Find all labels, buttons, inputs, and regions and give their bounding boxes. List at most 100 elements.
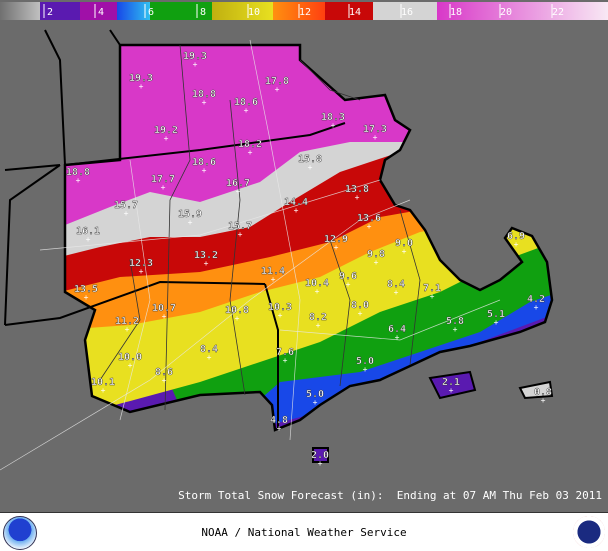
- snow-total-label: 8.4: [387, 279, 405, 290]
- snow-total-label: 8.0: [351, 300, 369, 311]
- snow-total-label: 18.8: [66, 167, 90, 178]
- legend-tick-label: 18: [450, 7, 462, 18]
- station-marker: +: [161, 183, 166, 192]
- color-legend-bar: 2 4 6 8 10 12 14 16 18 20 22: [0, 2, 608, 20]
- highway: [279, 299, 501, 341]
- highway: [0, 199, 411, 471]
- legend-swatch: [117, 2, 150, 20]
- snow-total-label: 13.6: [357, 213, 381, 224]
- station-marker: +: [313, 398, 318, 407]
- snow-total-label: 16.7: [226, 178, 250, 189]
- state-border: [4, 280, 266, 326]
- station-marker: +: [318, 459, 323, 468]
- snow-total-label: 5.0: [356, 356, 374, 367]
- state-border: [4, 164, 61, 326]
- snow-total-label: 7.6: [276, 347, 294, 358]
- snow-total-label: 8.6: [155, 367, 173, 378]
- station-marker: +: [202, 166, 207, 175]
- station-marker: +: [294, 206, 299, 215]
- county-border: [399, 209, 421, 366]
- station-marker: +: [84, 293, 89, 302]
- county-border: [99, 259, 141, 381]
- station-marker: +: [363, 365, 368, 374]
- station-marker: +: [207, 353, 212, 362]
- snow-total-label: 12.3: [129, 258, 153, 269]
- snow-total-label: 18.6: [192, 157, 216, 168]
- station-marker: +: [162, 312, 167, 321]
- legend-tick-label: 8: [200, 7, 206, 18]
- station-marker: +: [277, 424, 282, 433]
- snow-total-label: 15.7: [228, 221, 252, 232]
- station-marker: +: [358, 309, 363, 318]
- snow-total-label: 5.1: [487, 309, 505, 320]
- snow-total-label: 8.2: [309, 312, 327, 323]
- station-marker: +: [534, 303, 539, 312]
- snow-total-label: 18.3: [321, 112, 345, 123]
- county-border: [299, 59, 361, 101]
- snow-total-label: 15.8: [298, 154, 322, 165]
- legend-tick-label: 4: [98, 7, 104, 18]
- station-marker: +: [373, 133, 378, 142]
- station-marker: +: [394, 288, 399, 297]
- station-marker: +: [514, 240, 519, 249]
- station-marker: +: [308, 163, 313, 172]
- legend-tick-label: 22: [552, 7, 564, 18]
- legend-tick-label: 12: [299, 7, 311, 18]
- snow-total-label: 19.3: [129, 73, 153, 84]
- station-marker: +: [101, 386, 106, 395]
- snow-total-label: 19.2: [154, 125, 178, 136]
- station-marker: +: [430, 292, 435, 301]
- noaa-logo: [3, 516, 37, 550]
- snow-total-label: 9.6: [339, 271, 357, 282]
- station-marker: +: [76, 176, 81, 185]
- snow-total-label: 15.7: [114, 200, 138, 211]
- snow-total-label: 7.1: [423, 283, 441, 294]
- station-marker: +: [402, 247, 407, 256]
- station-marker: +: [283, 356, 288, 365]
- station-marker: +: [193, 60, 198, 69]
- snow-total-label: 10.3: [268, 302, 292, 313]
- station-marker: +: [541, 396, 546, 405]
- station-marker: +: [139, 267, 144, 276]
- station-marker: +: [494, 318, 499, 327]
- county-border: [164, 44, 191, 411]
- island: [518, 380, 554, 400]
- agency-name: NOAA / National Weather Service: [201, 526, 407, 539]
- map-caption: Storm Total Snow Forecast (in): Ending a…: [178, 489, 602, 502]
- footer: NOAA / National Weather Service: [0, 512, 608, 551]
- station-marker: +: [162, 376, 167, 385]
- station-marker: +: [139, 82, 144, 91]
- station-marker: +: [449, 386, 454, 395]
- snow-total-label: 5.8: [446, 316, 464, 327]
- nws-logo: [573, 516, 605, 548]
- coastline: [63, 43, 554, 432]
- station-marker: +: [346, 280, 351, 289]
- snow-total-label: 9.8: [367, 249, 385, 260]
- snow-total-label: 10.7: [152, 303, 176, 314]
- legend-tick-label: 20: [500, 7, 512, 18]
- snow-total-label: 12.9: [324, 234, 348, 245]
- snow-total-label: 6.9: [507, 231, 525, 242]
- station-marker: +: [395, 333, 400, 342]
- snow-total-label: 4.8: [270, 415, 288, 426]
- legend-swatch: [80, 2, 117, 20]
- station-marker: +: [128, 361, 133, 370]
- station-marker: +: [248, 148, 253, 157]
- station-marker: +: [367, 222, 372, 231]
- island: [312, 447, 329, 463]
- snow-total-label: 4.2: [527, 294, 545, 305]
- station-marker: +: [86, 235, 91, 244]
- snow-total-label: 18.8: [192, 89, 216, 100]
- station-marker: +: [164, 134, 169, 143]
- snow-total-label: 16.1: [76, 226, 100, 237]
- station-marker: +: [374, 258, 379, 267]
- legend-tick-label: 16: [401, 7, 413, 18]
- station-marker: +: [188, 218, 193, 227]
- snow-total-label: 17.8: [265, 76, 289, 87]
- legend-tick-label: 10: [248, 7, 260, 18]
- state-border: [64, 122, 346, 166]
- snow-total-label: 17.7: [151, 174, 175, 185]
- snow-total-label: 19.3: [183, 51, 207, 62]
- station-marker: +: [355, 193, 360, 202]
- snow-total-label: 10.8: [225, 305, 249, 316]
